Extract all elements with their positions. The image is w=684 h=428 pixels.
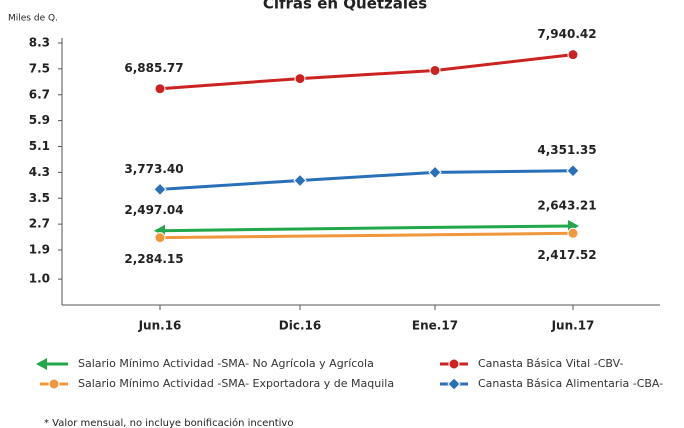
legend-label: Salario Mínimo Actividad -SMA- No Agríco… (78, 357, 374, 370)
y-tick-label: 6.7 (29, 87, 50, 101)
point (153, 182, 167, 197)
legend-label: Canasta Básica Vital -CBV- (478, 357, 623, 370)
footnote: * Valor mensual, no incluye bonificación… (44, 417, 293, 428)
legend-marker (48, 378, 60, 390)
point (567, 227, 579, 239)
point (429, 64, 441, 76)
x-tick-label: Dic.16 (279, 319, 321, 333)
series-line (159, 224, 574, 233)
value-label: 2,284.15 (124, 252, 183, 266)
legend-marker (448, 358, 460, 370)
y-tick-label: 4.3 (29, 165, 50, 179)
y-tick-label: 5.1 (29, 139, 50, 153)
value-label: 2,417.52 (537, 248, 596, 262)
value-label: 2,643.21 (537, 198, 596, 212)
x-tick-label: Ene.17 (412, 319, 458, 333)
arrow-head (36, 358, 47, 370)
value-label: 6,885.77 (124, 61, 183, 75)
legend-label: Canasta Básica Alimentaria -CBA- (478, 377, 663, 390)
value-label: 7,940.42 (537, 27, 596, 41)
y-tick-label: 2.7 (29, 217, 50, 231)
y-axis-label: Miles de Q. (8, 14, 58, 24)
series-line (159, 53, 574, 91)
y-tick-label: 7.5 (29, 61, 50, 75)
point (567, 49, 579, 61)
x-tick-label: Jun.17 (551, 319, 595, 333)
point (294, 73, 306, 85)
point (566, 164, 580, 178)
value-label: 4,351.35 (537, 143, 596, 157)
y-tick-label: 5.9 (29, 113, 50, 127)
series-line (159, 231, 574, 240)
point (154, 232, 166, 244)
y-tick-label: 1.9 (29, 243, 50, 257)
x-tick-label: Jun.16 (138, 319, 182, 333)
value-label: 2,497.04 (124, 203, 183, 217)
legend-label: Salario Mínimo Actividad -SMA- Exportado… (78, 377, 394, 390)
chart-title: Cifras en Quetzales (263, 0, 427, 13)
value-label: 3,773.40 (124, 162, 183, 176)
y-tick-label: 1.0 (29, 272, 50, 286)
point (293, 173, 307, 188)
point (154, 83, 166, 95)
point (428, 165, 442, 180)
y-tick-label: 8.3 (29, 36, 50, 50)
y-tick-label: 3.5 (29, 191, 50, 205)
series-line (159, 169, 574, 191)
legend-marker (447, 377, 461, 391)
